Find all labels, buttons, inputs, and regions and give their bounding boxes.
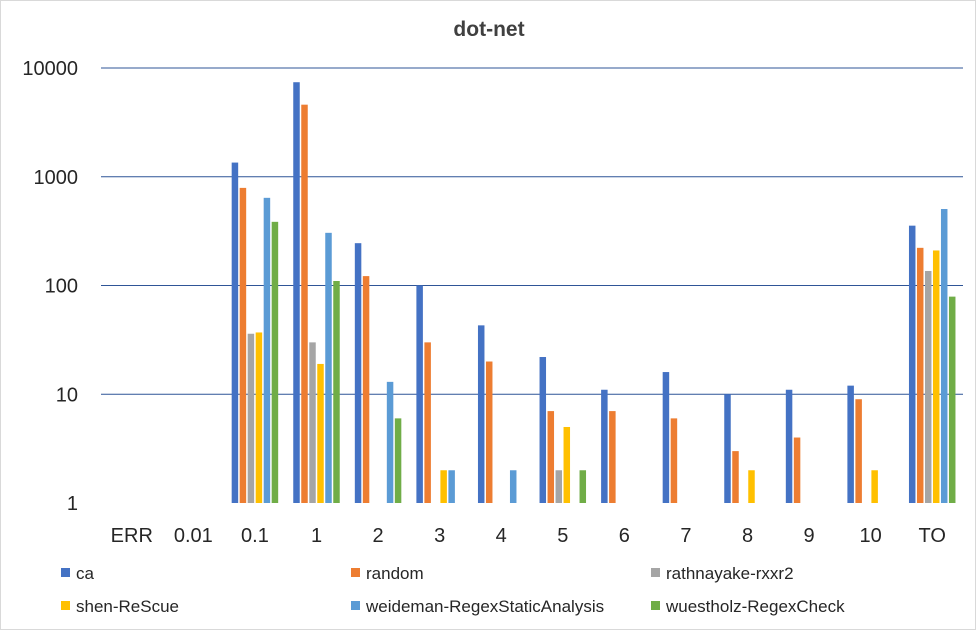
y-tick-label: 1 bbox=[67, 493, 78, 515]
bar-random-4 bbox=[485, 361, 493, 503]
bar-ca-9 bbox=[785, 389, 793, 503]
bar-ca-1 bbox=[293, 82, 300, 503]
bar-weideman-RegexStaticAnalysis-0.1 bbox=[263, 197, 271, 503]
bar-ca-10 bbox=[847, 385, 854, 503]
x-tick-label: ERR bbox=[111, 525, 153, 547]
bar-shen-ReScue-10 bbox=[871, 470, 878, 503]
bar-random-0.1 bbox=[239, 187, 247, 503]
bar-wuestholz-RegexCheck-2 bbox=[394, 418, 402, 503]
legend-swatch bbox=[351, 601, 360, 610]
bar-weideman-RegexStaticAnalysis-TO bbox=[940, 209, 948, 503]
legend-label: wuestholz-RegexCheck bbox=[665, 597, 845, 616]
bar-shen-ReScue-0.1 bbox=[255, 332, 263, 503]
x-tick-label: 9 bbox=[804, 525, 815, 547]
bar-random-1 bbox=[301, 104, 308, 504]
bar-weideman-RegexStaticAnalysis-1 bbox=[325, 232, 332, 503]
x-tick-label: 10 bbox=[860, 525, 882, 547]
legend-swatch bbox=[61, 601, 70, 610]
legend-label: shen-ReScue bbox=[76, 597, 179, 616]
bar-random-2 bbox=[362, 276, 370, 503]
bar-ca-7 bbox=[662, 372, 670, 503]
bar-shen-ReScue-8 bbox=[748, 470, 755, 503]
bar-shen-ReScue-1 bbox=[317, 363, 324, 503]
chart-title: dot-net bbox=[453, 18, 524, 41]
bar-ca-4 bbox=[477, 325, 485, 503]
x-tick-label: 6 bbox=[619, 525, 630, 547]
x-tick-label: 1 bbox=[311, 525, 322, 547]
x-tick-label: 4 bbox=[496, 525, 507, 547]
y-tick-label: 100 bbox=[45, 276, 78, 298]
legend-item: random bbox=[351, 564, 424, 583]
bar-shen-ReScue-5 bbox=[563, 426, 571, 503]
x-tick-label: 8 bbox=[742, 525, 753, 547]
bar-random-8 bbox=[732, 451, 739, 503]
legend-swatch bbox=[61, 568, 70, 577]
bar-ca-2 bbox=[354, 243, 362, 503]
bar-rathnayake-rxxr2-TO bbox=[924, 270, 932, 503]
legend-swatch bbox=[651, 568, 660, 577]
x-tick-label: TO bbox=[919, 525, 946, 547]
x-tick-label: 0.1 bbox=[241, 525, 269, 547]
bar-ca-6 bbox=[601, 389, 608, 503]
bar-random-TO bbox=[916, 247, 924, 503]
bar-ca-0.1 bbox=[231, 162, 239, 503]
bar-rathnayake-rxxr2-5 bbox=[555, 470, 563, 503]
bar-shen-ReScue-TO bbox=[932, 250, 940, 503]
legend-item: ca bbox=[61, 564, 95, 583]
legend-item: rathnayake-rxxr2 bbox=[651, 564, 794, 583]
bar-weideman-RegexStaticAnalysis-4 bbox=[509, 470, 517, 503]
bar-rathnayake-rxxr2-1 bbox=[309, 342, 316, 503]
bar-wuestholz-RegexCheck-1 bbox=[333, 280, 340, 503]
y-tick-label: 10000 bbox=[22, 58, 78, 80]
bars bbox=[231, 82, 956, 504]
y-tick-label: 10 bbox=[56, 384, 78, 406]
legend-label: rathnayake-rxxr2 bbox=[666, 564, 794, 583]
bar-weideman-RegexStaticAnalysis-3 bbox=[448, 470, 455, 503]
y-axis-ticks: 1 10 100 1000 10000 bbox=[22, 58, 78, 515]
bar-wuestholz-RegexCheck-TO bbox=[948, 296, 956, 503]
bar-ca-8 bbox=[724, 394, 731, 503]
bar-wuestholz-RegexCheck-0.1 bbox=[271, 221, 279, 503]
gridlines bbox=[101, 67, 963, 395]
bar-random-6 bbox=[609, 411, 616, 503]
legend-label: random bbox=[366, 564, 424, 583]
x-tick-label: 7 bbox=[680, 525, 691, 547]
legend-swatch bbox=[651, 601, 660, 610]
bar-rathnayake-rxxr2-0.1 bbox=[247, 333, 255, 503]
legend-label: ca bbox=[76, 564, 95, 583]
x-tick-label: 3 bbox=[434, 525, 445, 547]
bar-ca-5 bbox=[539, 357, 547, 503]
x-tick-label: 2 bbox=[373, 525, 384, 547]
legend-item: shen-ReScue bbox=[61, 597, 179, 616]
y-tick-label: 1000 bbox=[34, 167, 79, 189]
bar-random-3 bbox=[424, 342, 431, 503]
bar-random-10 bbox=[855, 399, 862, 503]
legend-item: weideman-RegexStaticAnalysis bbox=[351, 597, 604, 616]
bar-ca-3 bbox=[416, 285, 423, 503]
bar-random-5 bbox=[547, 411, 555, 503]
x-axis-ticks: ERR 0.01 0.1 1 2 3 4 5 6 7 8 9 10 TO bbox=[111, 525, 946, 547]
bar-random-9 bbox=[793, 437, 801, 503]
legend: ca random rathnayake-rxxr2 shen-ReScue weide… bbox=[61, 564, 845, 616]
legend-item: wuestholz-RegexCheck bbox=[651, 597, 845, 616]
x-tick-label: 5 bbox=[557, 525, 568, 547]
bar-weideman-RegexStaticAnalysis-2 bbox=[386, 381, 394, 503]
bar-random-7 bbox=[670, 418, 678, 503]
bar-ca-TO bbox=[908, 225, 916, 504]
bar-wuestholz-RegexCheck-5 bbox=[579, 470, 587, 503]
legend-swatch bbox=[351, 568, 360, 577]
bar-shen-ReScue-3 bbox=[440, 470, 447, 503]
x-tick-label: 0.01 bbox=[174, 525, 213, 547]
legend-label: weideman-RegexStaticAnalysis bbox=[365, 597, 604, 616]
